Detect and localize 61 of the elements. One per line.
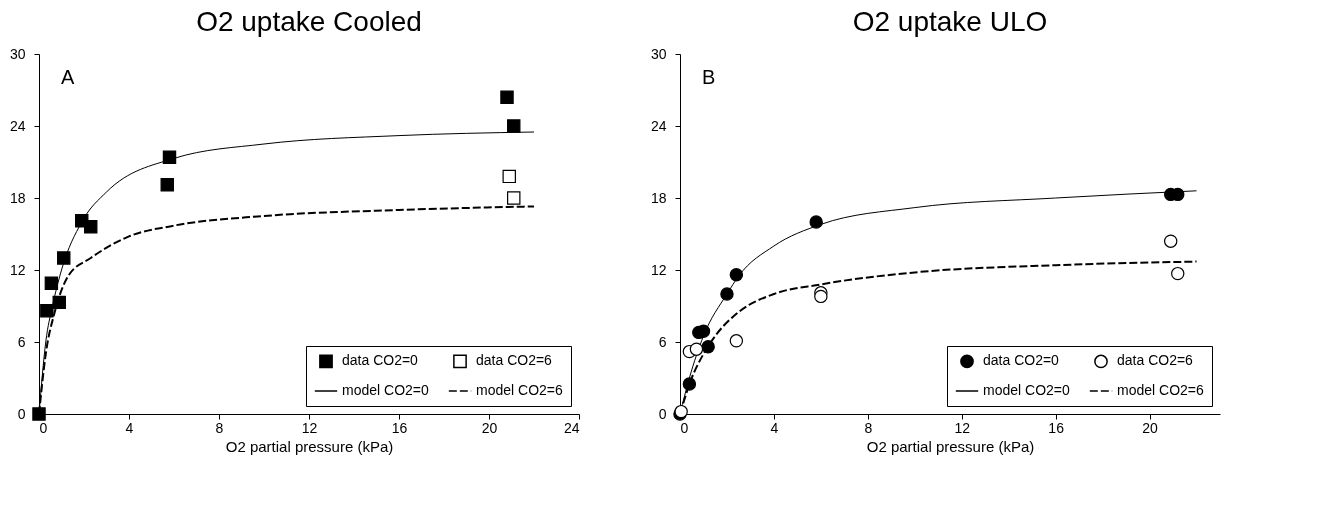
x-tick-label: 4 (125, 419, 134, 436)
point (52, 295, 66, 310)
point (507, 119, 521, 133)
annotation: A (61, 66, 75, 88)
y-tick-label: 18 (650, 189, 667, 206)
point (729, 268, 744, 282)
point (40, 304, 54, 318)
x-tick-label: 20 (481, 419, 498, 436)
y-tick-label: 18 (9, 189, 26, 206)
point (507, 191, 521, 205)
point (809, 215, 823, 229)
x-axis-title: O2 partial pressure (kPa) (866, 437, 1035, 455)
x-tick-label: 12 (954, 419, 971, 436)
x-tick-label: 8 (215, 419, 224, 436)
point (1163, 234, 1178, 248)
point (32, 407, 46, 421)
y-tick-label: 0 (658, 405, 667, 422)
point (160, 178, 174, 192)
y-tick-label: 0 (17, 405, 26, 422)
point (162, 150, 177, 164)
y-tick-label: 30 (9, 45, 26, 62)
point (44, 276, 59, 290)
point (689, 342, 704, 356)
point (1171, 266, 1185, 281)
point (814, 289, 828, 304)
x-tick-label: 8 (864, 419, 873, 436)
point (729, 334, 744, 348)
y-tick-label: 6 (658, 333, 667, 350)
y-tick-label: 30 (650, 45, 667, 62)
annotation: B (702, 66, 716, 88)
x-tick-label: 16 (391, 419, 408, 436)
x-tick-label: 0 (680, 419, 689, 436)
y-tick-label: 12 (650, 261, 667, 278)
point (84, 220, 98, 234)
legend-label: model CO2=0 (342, 382, 429, 398)
x-tick-label: 0 (39, 419, 48, 436)
chart-title: O2 uptake Cooled (196, 6, 422, 37)
x-tick-label: 24 (563, 419, 580, 436)
x-tick-label: 12 (301, 419, 318, 436)
legend-label: data CO2=6 (1117, 352, 1194, 369)
y-tick-label: 12 (9, 261, 26, 278)
chart-title: O2 uptake ULO (852, 6, 1048, 37)
legend-label: data CO2=0 (342, 352, 419, 369)
x-axis-title: O2 partial pressure (kPa) (225, 437, 394, 455)
point (500, 90, 514, 104)
x-tick-label: 16 (1048, 419, 1065, 436)
legend-label: model CO2=0 (983, 382, 1070, 398)
y-tick-label: 6 (17, 333, 26, 350)
point (57, 251, 71, 265)
point (720, 287, 734, 301)
x-tick-label: 20 (1142, 419, 1159, 436)
legend-label: model CO2=6 (1117, 382, 1204, 398)
x-tick-label: 4 (770, 419, 779, 436)
legend-label: data CO2=0 (983, 352, 1060, 369)
point (701, 340, 715, 354)
y-tick-label: 24 (650, 117, 667, 134)
legend-label: data CO2=6 (476, 352, 553, 369)
point (682, 377, 697, 391)
point (502, 169, 516, 184)
legend-label: model CO2=6 (476, 382, 563, 398)
y-tick-label: 24 (9, 117, 26, 134)
